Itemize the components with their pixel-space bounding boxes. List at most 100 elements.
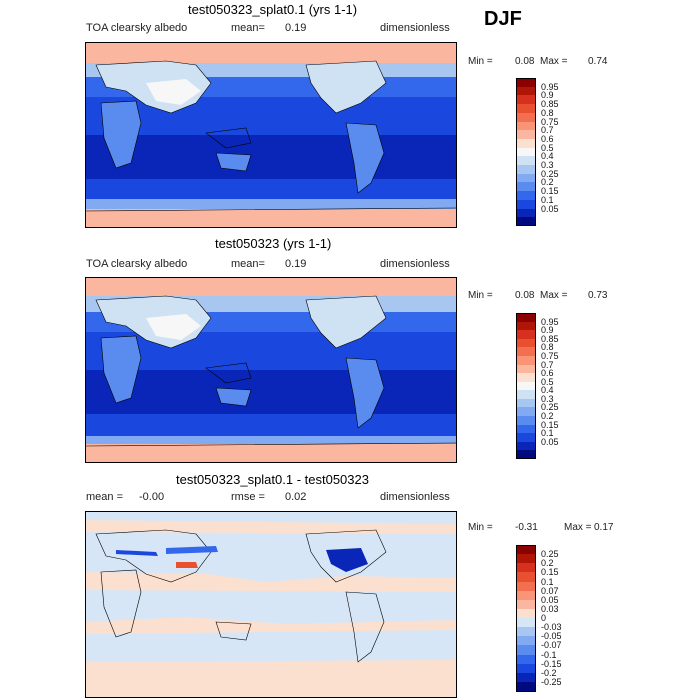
colorbar-swatch [516, 330, 536, 340]
colorbar-tick-label: 0.8 [541, 342, 554, 353]
panel2-mean-value: 0.19 [285, 258, 307, 270]
colorbar-swatch [516, 347, 536, 357]
colorbar-swatch [516, 416, 536, 426]
colorbar-tick-label: 0.75 [541, 116, 559, 127]
colorbar-swatch [516, 572, 536, 582]
colorbar-tick-label: 0.7 [541, 125, 554, 136]
panel3-map-svg [86, 512, 456, 697]
colorbar-tick-label: 0.5 [541, 376, 554, 387]
colorbar-swatch [516, 321, 536, 331]
colorbar-swatch [516, 313, 536, 323]
colorbar-tick-label: 0.8 [541, 107, 554, 118]
panel1-min-value: 0.08 [515, 56, 535, 67]
colorbar-swatch [516, 78, 536, 88]
panel1-title: test050323_splat0.1 (yrs 1-1) [188, 2, 358, 17]
panel2-title: test050323 (yrs 1-1) [215, 236, 332, 251]
colorbar-swatch [516, 407, 536, 417]
colorbar-swatch [516, 138, 536, 149]
colorbar-tick-label: -0.07 [541, 640, 562, 651]
panel2-map-svg [86, 278, 456, 462]
panel2-min-label: Min = [468, 290, 493, 301]
colorbar-swatch [516, 95, 536, 105]
colorbar-tick-label: -0.05 [541, 631, 562, 642]
colorbar-tick-label: 0.05 [541, 436, 559, 447]
panel3-map [85, 511, 457, 698]
panel3-rmse-value: 0.02 [285, 491, 307, 503]
colorbar-tick-label: 0.2 [541, 177, 554, 188]
colorbar-swatch [516, 373, 536, 383]
colorbar-tick-label: 0.15 [541, 186, 559, 197]
colorbar-tick-label: 0.2 [541, 411, 554, 422]
panel2-colorbar: 0.95 0.9 0.85 0.8 0.75 0.7 0.6 0.5 0.4 0.3 0.25 0.2… [516, 313, 576, 460]
colorbar-tick-label: -0.1 [541, 649, 557, 660]
panel3-units: dimensionless [380, 491, 450, 503]
colorbar-swatch [516, 121, 536, 131]
season-label: DJF [484, 8, 522, 30]
colorbar-swatch [516, 104, 536, 114]
colorbar-swatch [516, 182, 536, 192]
colorbar-tick-label: 0.05 [541, 203, 559, 214]
colorbar-tick-label: 0.6 [541, 133, 554, 144]
colorbar-tick-label: 0.3 [541, 393, 554, 404]
panel1-max-value: 0.74 [588, 56, 608, 67]
colorbar-tick-label: 0.5 [541, 142, 554, 153]
panel2-mean-label: mean= [231, 258, 265, 270]
colorbar-swatch [516, 563, 536, 573]
panel2-max-value: 0.73 [588, 290, 608, 301]
colorbar-swatch [516, 433, 536, 443]
panel3-rmse-label: rmse = [231, 491, 265, 503]
colorbar-swatch [516, 554, 536, 564]
colorbar-tick-label: 0.85 [541, 333, 559, 344]
colorbar-tick-label: 0 [541, 613, 547, 623]
colorbar-swatch [516, 672, 536, 683]
colorbar-swatch [516, 545, 536, 555]
colorbar-swatch [516, 191, 536, 201]
colorbar-swatch [516, 654, 536, 665]
colorbar-tick-label: 0.15 [541, 567, 559, 578]
panel3-min-value: -0.31 [515, 522, 538, 533]
colorbar-tick-label: 0.1 [541, 428, 554, 439]
colorbar-tick-label: 0.9 [541, 90, 554, 101]
colorbar-swatch [516, 441, 536, 451]
panel3-colorbar: 0.25 0.2 0.15 0.1 0.07 0.05 0.03 0 -0.03 -0.05 -0.… [516, 545, 576, 692]
colorbar-tick-label: 0.25 [541, 402, 559, 413]
colorbar-tick-label: 0.6 [541, 368, 554, 379]
colorbar-swatch [516, 645, 536, 655]
colorbar-tick-label: 0.1 [541, 194, 554, 205]
panel1-mean-label: mean= [231, 22, 265, 34]
colorbar-swatch [516, 165, 536, 175]
panel1-max-label: Max = [540, 56, 568, 67]
panel1-map-svg [86, 43, 456, 227]
panel3-mean-value: -0.00 [139, 491, 165, 503]
colorbar-tick-label: 0.85 [541, 99, 559, 110]
colorbar-swatch [516, 173, 536, 183]
colorbar-tick-label: 0.25 [541, 549, 559, 560]
panel1-field-label: TOA clearsky albedo [86, 22, 188, 34]
colorbar-swatch [516, 338, 536, 348]
colorbar-tick-label: -0.03 [541, 622, 562, 633]
colorbar-tick-label: -0.15 [541, 658, 562, 669]
colorbar-tick-label: 0.03 [541, 603, 559, 614]
colorbar-tick-label: 0.95 [541, 316, 559, 327]
panel3-mean-label: mean = [86, 491, 123, 503]
colorbar-swatch [516, 208, 536, 218]
colorbar-swatch [516, 627, 536, 637]
colorbar-tick-label: 0.3 [541, 160, 554, 171]
colorbar-swatch [516, 199, 536, 210]
colorbar-swatch [516, 86, 536, 96]
colorbar-swatch [516, 663, 536, 674]
colorbar-tick-label: 0.1 [541, 576, 554, 587]
colorbar-swatch [516, 424, 536, 434]
colorbar-swatch [516, 450, 536, 460]
colorbar-swatch [516, 390, 536, 400]
panel1-map [85, 42, 457, 228]
panel1-units: dimensionless [380, 22, 450, 34]
colorbar-swatch [516, 112, 536, 123]
colorbar-swatch [516, 581, 536, 592]
colorbar-swatch [516, 364, 536, 374]
colorbar-swatch [516, 147, 536, 157]
colorbar-swatch [516, 636, 536, 646]
panel1-mean-value: 0.19 [285, 22, 307, 34]
panel3-title: test050323_splat0.1 - test050323 [176, 472, 369, 487]
colorbar-tick-label: -0.2 [541, 667, 557, 678]
